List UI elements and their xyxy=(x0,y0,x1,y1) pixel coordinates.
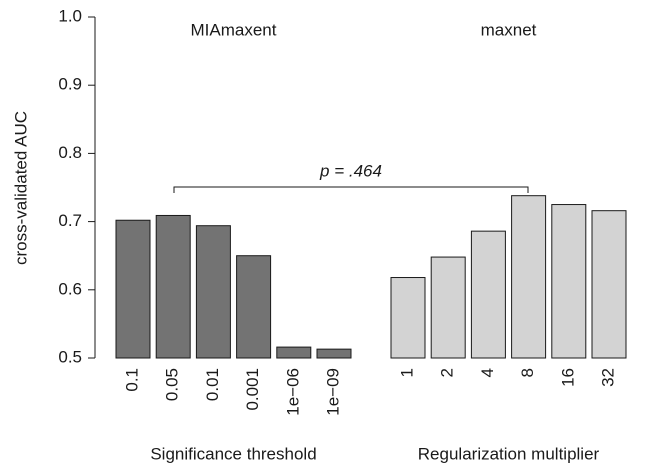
bar xyxy=(276,346,312,359)
y-tick-label: 0.5 xyxy=(58,347,82,366)
group-title: maxnet xyxy=(481,20,537,39)
x-tick-label: 2 xyxy=(438,368,457,377)
x-tick-label: 1 xyxy=(397,368,416,377)
y-tick-label: 1.0 xyxy=(58,6,82,25)
bar xyxy=(551,204,587,359)
bar xyxy=(591,210,627,359)
annotation: p = .464 xyxy=(319,161,382,180)
group-title: MIAmaxent xyxy=(191,20,277,39)
x-tick-label: 16 xyxy=(558,368,577,387)
bar xyxy=(470,230,506,359)
bar xyxy=(430,256,466,359)
bar xyxy=(316,348,352,359)
x-tick-label: 1e−09 xyxy=(323,368,342,416)
bar xyxy=(390,277,426,359)
x-tick-label: 4 xyxy=(478,368,497,377)
comparison-bracket xyxy=(173,186,529,193)
bar xyxy=(511,195,547,359)
y-tick-label: 0.6 xyxy=(58,279,82,298)
x-tick-label: 0.01 xyxy=(203,368,222,401)
x-tick-label: 0.05 xyxy=(163,368,182,401)
x-axis-label: Regularization multiplier xyxy=(418,444,600,463)
x-tick-label: 32 xyxy=(598,368,617,387)
bar xyxy=(236,255,272,359)
x-axis-label: Significance threshold xyxy=(150,444,316,463)
bar xyxy=(115,219,151,359)
x-tick-label: 0.1 xyxy=(122,368,141,392)
y-tick-label: 0.8 xyxy=(58,143,82,162)
x-tick-label: 0.001 xyxy=(243,368,262,411)
y-axis-label: cross-validated AUC xyxy=(11,111,30,265)
y-tick-label: 0.9 xyxy=(58,75,82,94)
bar xyxy=(155,214,191,359)
bar xyxy=(195,225,231,359)
y-tick-label: 0.7 xyxy=(58,211,82,230)
x-tick-label: 8 xyxy=(518,368,537,377)
x-tick-label: 1e−06 xyxy=(283,368,302,416)
